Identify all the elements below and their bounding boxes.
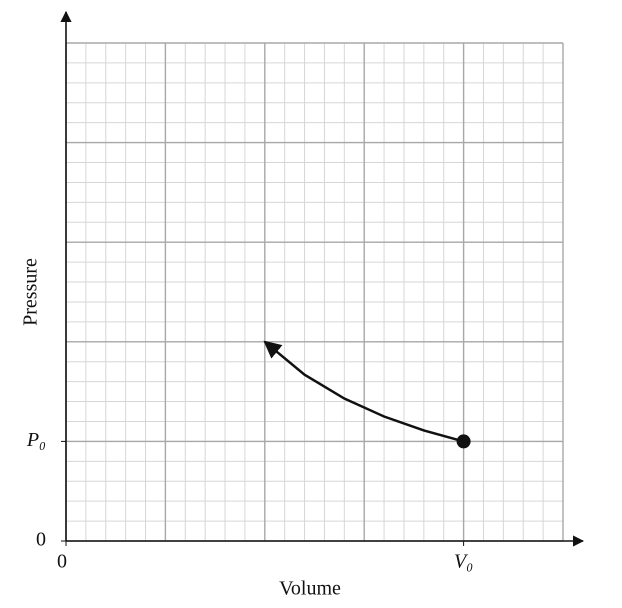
x-axis-label: Volume <box>279 578 341 600</box>
process-curve <box>263 340 464 443</box>
x-tick-label: 0 <box>57 551 67 573</box>
x-tick-label: V₀ <box>454 551 473 573</box>
y-tick-label: 0 <box>36 529 46 551</box>
y-axis-label: Pressure <box>20 258 42 326</box>
y-tick-label: P₀ <box>26 429 46 451</box>
start-point <box>456 434 471 449</box>
grid <box>65 42 564 542</box>
